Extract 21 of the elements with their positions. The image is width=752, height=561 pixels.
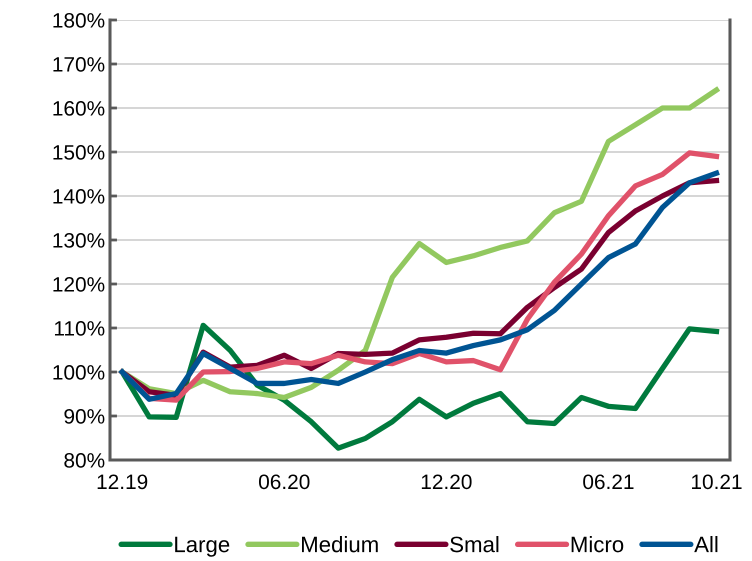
y-tick-label: 120% [53, 277, 104, 292]
x-tick-label: 06.20 [259, 474, 310, 490]
legend-label: Micro [572, 536, 624, 552]
y-tick-label: 130% [53, 233, 104, 248]
legend-label: All [694, 536, 718, 552]
y-tick-label: 110% [54, 321, 104, 336]
legend-label: Smal [450, 536, 498, 552]
x-tick-label: 10.21 [692, 474, 742, 490]
y-tick-label: 180% [53, 13, 104, 28]
legend-label: Large [175, 536, 230, 557]
x-tick-label: 12.20 [422, 474, 472, 490]
y-tick-label: 150% [53, 145, 104, 160]
x-tick-label: 12.19 [98, 474, 148, 490]
y-tick-label: 80% [64, 453, 104, 468]
y-tick-label: 170% [53, 57, 104, 72]
y-tick-label: 90% [64, 409, 104, 424]
y-tick-label: 140% [53, 189, 104, 204]
legend-label: Medium [302, 536, 378, 552]
x-tick-label: 06.21 [583, 474, 634, 490]
y-tick-label: 160% [53, 101, 104, 116]
y-tick-label: 100% [53, 365, 104, 380]
